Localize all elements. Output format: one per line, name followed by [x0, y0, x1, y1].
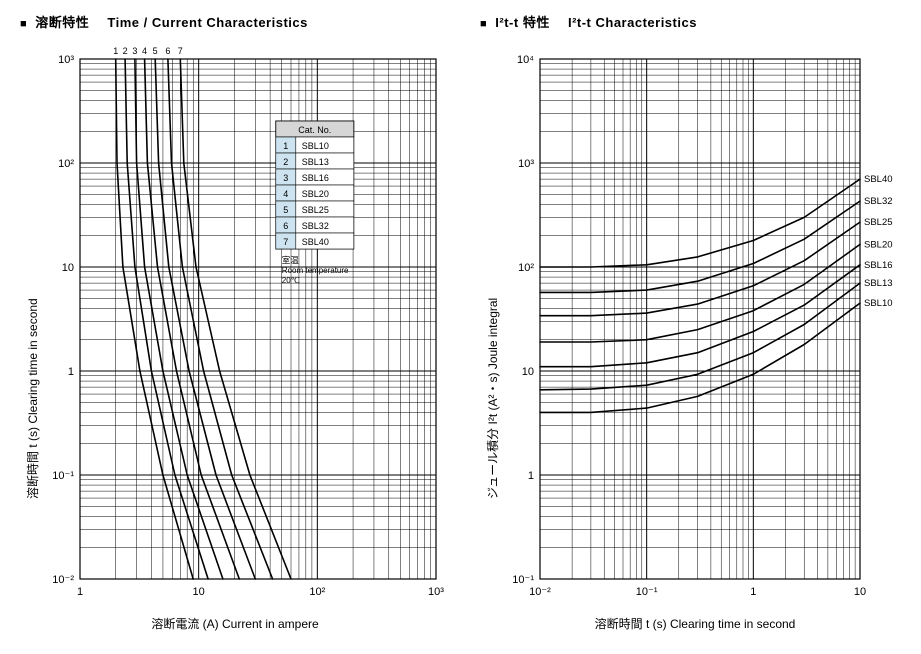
svg-text:10⁻¹: 10⁻¹	[636, 586, 658, 598]
svg-text:SBL20: SBL20	[302, 189, 329, 199]
svg-text:10: 10	[193, 586, 205, 598]
svg-text:SBL25: SBL25	[302, 205, 329, 215]
svg-text:SBL25: SBL25	[864, 217, 893, 228]
svg-text:10²: 10²	[309, 586, 325, 598]
svg-text:SBL20: SBL20	[864, 239, 893, 250]
svg-text:10: 10	[62, 262, 74, 274]
left-y-axis-label: 溶断時間 t (s) Clearing time in second	[24, 298, 41, 499]
square-bullet-icon: ■	[480, 18, 487, 30]
svg-text:10: 10	[522, 366, 534, 378]
svg-text:7: 7	[283, 237, 288, 247]
right-y-axis-label: ジュール積分 I²t (A²・s) Joule integral	[484, 298, 501, 499]
svg-text:1: 1	[750, 586, 756, 598]
left-chart-area: 溶断時間 t (s) Clearing time in second 1 10 10…	[20, 39, 450, 642]
svg-text:SBL10: SBL10	[864, 298, 893, 309]
left-chart-svg: 11010²10³10⁻²10⁻¹11010²10³1234567Cat. No…	[20, 39, 450, 609]
svg-text:6: 6	[283, 221, 288, 231]
svg-text:6: 6	[165, 46, 170, 56]
svg-text:4: 4	[283, 189, 288, 199]
svg-text:10⁴: 10⁴	[517, 54, 534, 66]
svg-text:SBL16: SBL16	[864, 260, 893, 271]
left-x-axis-label: 溶断電流 (A) Current in ampere	[20, 615, 450, 632]
svg-text:10³: 10³	[428, 586, 444, 598]
right-x-axis-label: 溶断時間 t (s) Clearing time in second	[480, 615, 910, 632]
svg-text:SBL10: SBL10	[302, 141, 329, 151]
svg-text:10⁻¹: 10⁻¹	[512, 574, 534, 586]
svg-text:10²: 10²	[58, 158, 74, 170]
svg-text:20℃: 20℃	[282, 276, 300, 285]
left-title-en: Time / Current Characteristics	[107, 15, 307, 30]
right-chart-title: ■ I²t-t 特性 I²t-t Characteristics	[480, 12, 910, 31]
right-chart-svg: 10⁻²10⁻¹11010⁻¹11010²10³10⁴SBL40SBL32SBL…	[480, 39, 910, 609]
svg-text:室温: 室温	[282, 255, 300, 265]
svg-text:SBL16: SBL16	[302, 173, 329, 183]
svg-text:1: 1	[283, 141, 288, 151]
svg-text:SBL13: SBL13	[864, 278, 893, 289]
svg-text:10⁻²: 10⁻²	[52, 574, 74, 586]
svg-text:10: 10	[854, 586, 866, 598]
svg-text:3: 3	[283, 173, 288, 183]
right-title-en: I²t-t Characteristics	[568, 15, 697, 30]
right-chart-panel: ■ I²t-t 特性 I²t-t Characteristics ジュール積分 …	[480, 12, 910, 642]
svg-text:7: 7	[178, 46, 183, 56]
svg-text:10⁻¹: 10⁻¹	[52, 470, 74, 482]
left-chart-title: ■ 溶断特性 Time / Current Characteristics	[20, 12, 450, 31]
svg-text:10²: 10²	[518, 262, 534, 274]
svg-text:SBL32: SBL32	[302, 221, 329, 231]
svg-text:5: 5	[283, 205, 288, 215]
svg-text:SBL40: SBL40	[302, 237, 329, 247]
square-bullet-icon: ■	[20, 18, 27, 30]
svg-text:4: 4	[142, 46, 147, 56]
svg-text:3: 3	[132, 46, 137, 56]
svg-text:1: 1	[77, 586, 83, 598]
svg-text:2: 2	[123, 46, 128, 56]
svg-text:10³: 10³	[518, 158, 534, 170]
svg-text:1: 1	[113, 46, 118, 56]
svg-text:Room temperature: Room temperature	[282, 266, 349, 275]
svg-text:10³: 10³	[58, 54, 74, 66]
svg-text:1: 1	[528, 470, 534, 482]
svg-text:10⁻²: 10⁻²	[529, 586, 551, 598]
svg-text:Cat. No.: Cat. No.	[298, 125, 331, 135]
svg-text:SBL13: SBL13	[302, 157, 329, 167]
left-chart-panel: ■ 溶断特性 Time / Current Characteristics 溶断…	[20, 12, 450, 642]
svg-text:5: 5	[153, 46, 158, 56]
svg-text:2: 2	[283, 157, 288, 167]
svg-text:SBL32: SBL32	[864, 196, 893, 207]
svg-text:SBL40: SBL40	[864, 174, 893, 185]
left-title-jp: 溶断特性	[35, 15, 89, 30]
svg-text:1: 1	[68, 366, 74, 378]
right-title-jp: I²t-t 特性	[495, 15, 550, 30]
right-chart-area: ジュール積分 I²t (A²・s) Joule integral 10⁻²10⁻…	[480, 39, 910, 642]
